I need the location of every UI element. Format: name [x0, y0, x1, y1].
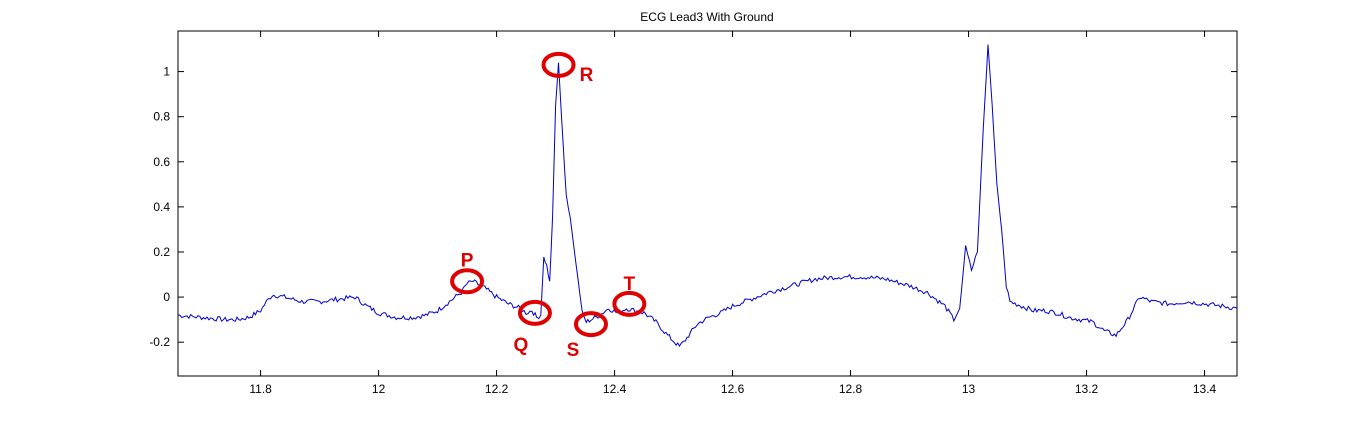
y-tick-label: 0: [163, 290, 170, 304]
annotation-label-s: S: [567, 340, 580, 361]
x-tick-label: 11.8: [249, 382, 272, 396]
annotation-circle-s: [573, 311, 608, 338]
y-tick-label: 0.8: [153, 110, 170, 124]
y-tick-label: 0.6: [153, 155, 170, 169]
y-tick-label: 0.2: [153, 245, 170, 259]
x-tick-label: 12.2: [485, 382, 509, 396]
annotation-label-r: R: [580, 65, 594, 86]
ecg-series: [177, 44, 1238, 348]
x-tick-label: 13.4: [1193, 382, 1217, 396]
y-tick-label: -0.2: [149, 335, 170, 349]
axis-ticks: 11.8 12 12.2 12.4 12.6 12.8 13 13.2 13.4 -0.2 0 0.2…: [149, 31, 1237, 396]
annotation-circle-q: [517, 299, 552, 326]
y-tick-label: 0.4: [153, 200, 170, 214]
annotation-circle-t: [612, 290, 647, 317]
x-tick-label: 12.4: [603, 382, 627, 396]
annotation-circle-p: [450, 268, 485, 295]
annotation-circle-r: [541, 51, 576, 78]
y-tick-label: 1: [163, 65, 170, 79]
x-tick-label: 12.6: [721, 382, 745, 396]
x-tick-label: 13.2: [1075, 382, 1099, 396]
x-tick-label: 12: [372, 382, 386, 396]
wave-annotations: P Q R S T: [450, 51, 647, 361]
x-tick-label: 12.8: [839, 382, 863, 396]
annotation-label-q: Q: [514, 335, 529, 356]
x-tick-label: 13: [962, 382, 976, 396]
chart-title: ECG Lead3 With Ground: [640, 10, 773, 24]
annotation-label-p: P: [461, 250, 474, 271]
ecg-line: [177, 44, 1238, 348]
plot-area-frame: [177, 30, 1238, 377]
annotation-label-t: T: [624, 274, 636, 295]
